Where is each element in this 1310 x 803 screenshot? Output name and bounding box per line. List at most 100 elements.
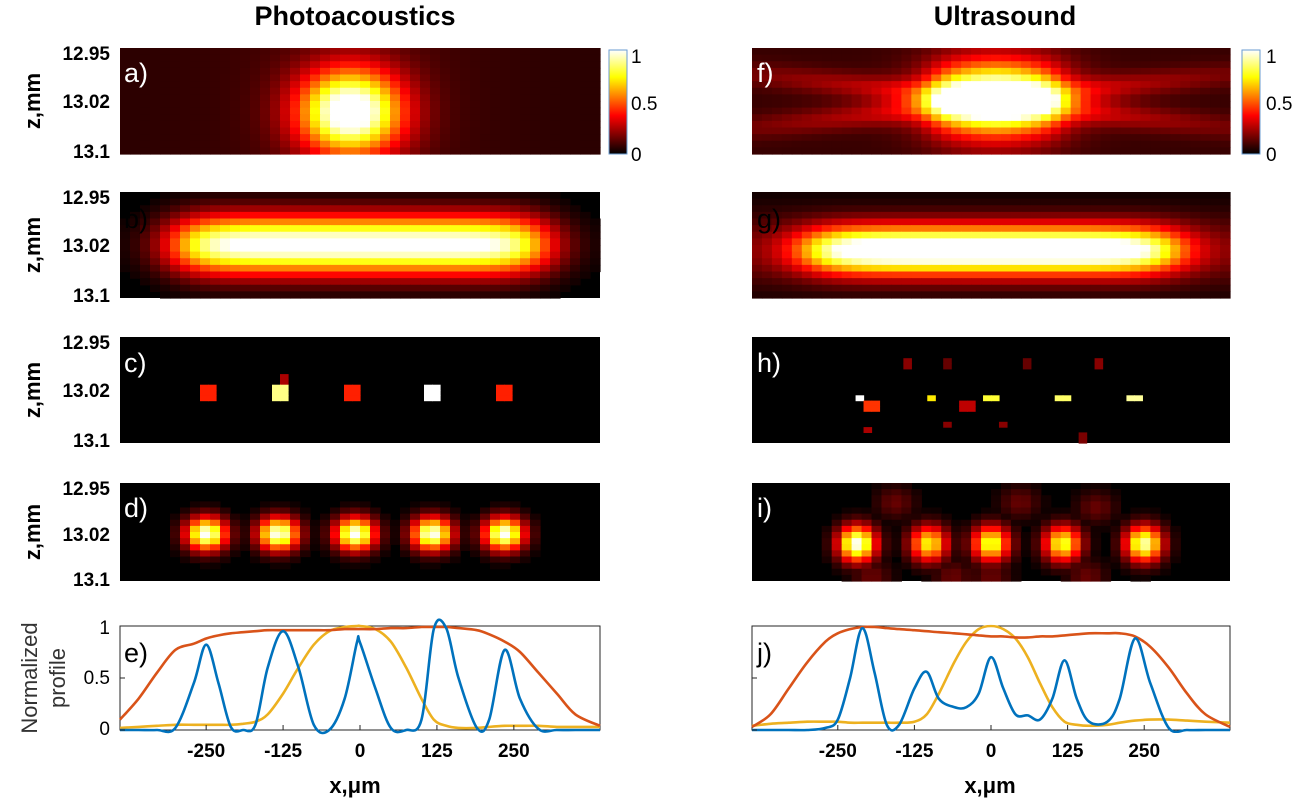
heatmap-cell [1030,205,1042,213]
heatmap-cell [390,61,401,69]
heatmap-cell [540,198,551,206]
heatmap-cell [540,218,551,226]
heatmap-cell [590,87,601,95]
heatmap-cell [310,147,321,155]
heatmap-cell [370,550,381,558]
heatmap-cell [841,284,853,292]
heatmap-cell [801,127,813,135]
heatmap-cell [210,245,221,253]
heatmap-cell [460,519,471,527]
heatmap-cell [871,405,881,412]
heatmap-cell [901,483,912,490]
heatmap-cell [550,245,561,253]
heatmap-cell [300,74,311,82]
heatmap-cell [250,513,261,521]
heatmap-cell [1110,94,1122,102]
heatmap-cell [510,61,521,69]
heatmap-cell [841,251,853,259]
heatmap-cell [871,278,883,286]
heatmap-cell [230,87,241,95]
heatmap-cell [941,192,952,200]
heatmap-cell [1130,238,1141,246]
heatmap-cell [1150,513,1161,521]
heatmap-cell [160,245,171,253]
heatmap-cell [831,74,843,82]
heatmap-cell [190,140,201,148]
heatmap-cell [1070,264,1082,273]
heatmap-cell [380,192,391,200]
heatmap-cell [851,532,863,539]
heatmap-cell [460,67,471,76]
heatmap-cell [580,101,591,109]
heatmap-cell [540,140,551,148]
heatmap-cell [1070,48,1082,56]
heatmap-cell [1220,120,1231,129]
heatmap-cell [520,120,531,129]
heatmap-cell [420,74,431,82]
heatmap-cell [931,225,942,233]
heatmap-cell [200,198,211,206]
heatmap-cell [1100,54,1112,62]
profile-series-line [752,626,1230,726]
heatmap-cell [520,211,531,220]
heatmap-cell [1140,48,1151,56]
heatmap-cell [901,192,912,200]
heatmap-cell [390,238,401,246]
heatmap-cell [130,94,141,102]
heatmap-cell [140,147,151,155]
heatmap-cell [841,574,853,582]
heatmap-cell [500,81,511,89]
heatmap-cell [871,211,883,220]
heatmap-cell [352,390,361,396]
heatmap-cell [490,101,501,109]
heatmap-cell [841,538,853,545]
heatmap-cell [350,544,361,551]
heatmap-cell [400,192,411,200]
heatmap-cell [901,218,912,226]
heatmap-cell [991,264,1002,273]
heatmap-cell [370,127,381,135]
heatmap-cell [1150,48,1161,56]
heatmap-cell [881,489,893,496]
heatmap-cell [1080,538,1092,545]
profile-ytick-1: 1 [99,618,110,639]
heatmap-cell [1130,568,1141,576]
heatmap-cell [1080,134,1092,142]
heatmap-cell [1150,74,1161,82]
heatmap-cell [1110,61,1122,69]
heatmap-cell [1030,284,1042,292]
heatmap-cell [200,562,211,570]
heatmap-cell [260,147,271,155]
heatmap-cell [510,198,521,206]
heatmap-cell [360,140,371,148]
heatmap-cell [210,54,221,62]
heatmap-cell [460,245,471,253]
heatmap-cell [1220,107,1231,115]
heatmap-cell [941,211,952,220]
heatmap-cell [801,198,813,206]
heatmap-cell [500,278,511,286]
heatmap-cell [911,532,922,539]
heatmap-cell [1110,258,1122,266]
heatmap-cell [981,550,992,558]
heatmap-cell [220,264,231,273]
heatmap-cell [1010,192,1022,200]
heatmap-cell [280,205,291,213]
heatmap-cell [971,525,982,533]
heatmap-cell [1060,258,1072,266]
heatmap-cell [260,231,271,239]
heatmap-cell [1050,48,1062,56]
heatmap-cell [781,271,793,279]
heatmap-cell [450,107,461,115]
heatmap-cell [260,120,271,129]
heatmap-cell [1120,544,1132,551]
heatmap-cell [280,384,289,391]
heatmap-cell [390,291,401,299]
heatmap-cell [240,192,251,200]
heatmap-cell [400,120,411,129]
heatmap-cell [991,134,1002,142]
heatmap-cell [991,507,1002,515]
heatmap-cell [510,218,521,226]
heatmap-cell [150,238,161,246]
heatmap-cell [530,94,541,102]
